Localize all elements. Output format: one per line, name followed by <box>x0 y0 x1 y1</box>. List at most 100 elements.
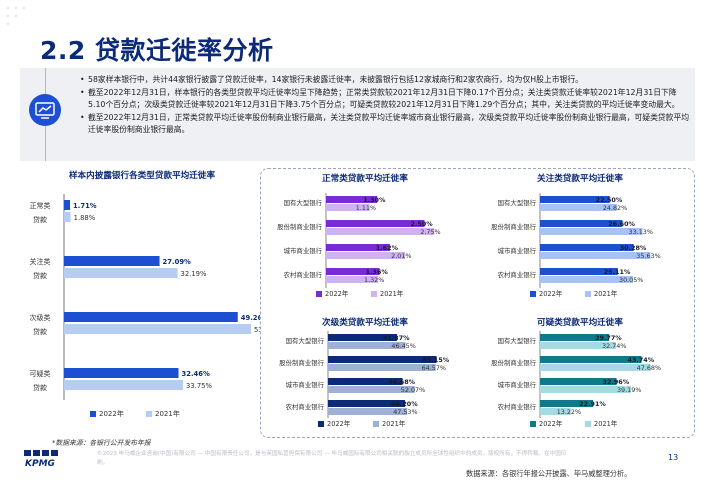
bar-2021 <box>326 204 370 211</box>
category-label: 城市商业银行 <box>498 380 537 389</box>
data-label: 47.68% <box>637 364 661 372</box>
attention-chart-title: 关注类贷款平均迁徙率 <box>537 174 623 184</box>
data-label: 26.60% <box>608 220 635 228</box>
data-label: 25.11% <box>604 268 631 276</box>
data-label: 1.62% <box>376 244 399 252</box>
bar-2022 <box>540 334 610 341</box>
category-label: 城市商业银行 <box>498 246 537 255</box>
bar-2021 <box>328 408 408 415</box>
bar-2021 <box>540 228 643 235</box>
legend-swatch-2021 <box>585 421 591 427</box>
legend-swatch-2022 <box>316 291 322 297</box>
bar-2022 <box>540 400 594 407</box>
data-label: 39.19% <box>617 386 641 394</box>
legend-swatch-2021 <box>373 421 379 427</box>
bar-2022 <box>540 378 617 385</box>
bar-2022 <box>328 334 397 341</box>
legend-label-2021: 2021年 <box>380 289 404 298</box>
data-label: 30.28% <box>620 244 647 252</box>
category-label: 城市商业银行 <box>286 380 325 389</box>
legend-swatch-2021 <box>371 291 377 297</box>
legend-label-2021: 2021年 <box>382 419 406 428</box>
data-label: 53.01% <box>254 326 260 334</box>
legend-label-2021: 2021年 <box>594 419 618 428</box>
left-chart: 正常类贷款1.71%1.88%关注类贷款27.09%32.19%次级类贷款49.… <box>30 194 260 418</box>
data-label: 27.09% <box>163 258 191 266</box>
data-label: 33.13% <box>629 228 653 236</box>
bar-2021 <box>64 380 184 390</box>
data-label: 24.82% <box>603 204 627 212</box>
bar-2021 <box>540 252 651 259</box>
summary-bullet: 截至2022年12月31日，正常类贷款平均迁徙率股份制商业银行最高，关注类贷款平… <box>80 112 692 137</box>
category-label: 贷款 <box>33 215 47 224</box>
summary-box: 58家样本银行中，共计44家银行披露了贷款迁徙率，14家银行未披露迁徙率，未披露… <box>20 68 695 161</box>
data-label: 22.50% <box>596 196 623 204</box>
legend-swatch-2022 <box>530 421 536 427</box>
data-label: 41.37% <box>383 334 410 342</box>
data-label: 35.63% <box>636 252 660 260</box>
bar-2022 <box>540 244 634 251</box>
bar-2021 <box>328 364 436 371</box>
bar-2021 <box>540 342 617 349</box>
bar-2021 <box>540 204 617 211</box>
bar-2021 <box>540 408 571 415</box>
bar-2022 <box>326 244 390 251</box>
bar-2022 <box>328 400 405 407</box>
data-label: 64.57% <box>422 364 446 372</box>
legend-label-2022: 2022年 <box>539 419 563 428</box>
data-label: 13.22% <box>557 408 581 416</box>
page-title: 2.2 贷款迁徙率分析 <box>40 36 274 65</box>
bank-type-charts-frame <box>260 168 695 438</box>
bar-2021 <box>64 268 178 278</box>
footnote: *数据来源：各银行公开发布年报 <box>52 439 151 447</box>
attention-chart: 国有大型银行 22.50%24.82% 股份制商业银行 26.60%33.13% 城市商… <box>491 193 661 298</box>
legend-swatch-2022 <box>530 291 536 297</box>
data-label: 1.71% <box>73 202 97 210</box>
kpmg-logo-text: KPMG <box>25 459 55 469</box>
legend-label-2021: 2021年 <box>155 409 180 418</box>
legend-swatch-2021 <box>585 291 591 297</box>
bar-2022 <box>328 378 403 385</box>
bar-2022 <box>64 368 179 378</box>
legend-label-2022: 2022年 <box>327 419 351 428</box>
bar-2021 <box>540 386 631 393</box>
left-chart-title: 样本内披露银行各类型贷款平均迁徙率 <box>68 171 216 181</box>
category-label: 贷款 <box>33 383 47 392</box>
category-label: 贷款 <box>33 327 47 336</box>
data-label: 1.36% <box>366 268 389 276</box>
analysis-icon <box>29 94 61 126</box>
legend-label-2022: 2022年 <box>99 409 124 418</box>
data-label: 2.50% <box>410 220 433 228</box>
bar-2021 <box>64 212 71 222</box>
bar-2022 <box>326 196 378 203</box>
data-label: 32.46% <box>181 370 209 378</box>
category-label: 国有大型银行 <box>284 198 323 207</box>
bar-2021 <box>326 228 435 235</box>
data-label: 1.30% <box>363 196 386 204</box>
normal-chart: 国有大型银行 1.30%1.11% 股份制商业银行 2.50%2.75% 城市商业银行 1… <box>277 193 441 298</box>
category-label: 农村商业银行 <box>284 270 323 279</box>
legend-swatch-2022 <box>318 421 324 427</box>
data-label: 2.75% <box>420 228 440 236</box>
legend-label-2022: 2022年 <box>539 289 563 298</box>
decorative-dots <box>6 6 26 26</box>
data-label: 49.26% <box>241 314 260 322</box>
data-label: 1.32% <box>364 276 384 284</box>
category-label: 城市商业银行 <box>284 246 323 255</box>
data-label: 47.53% <box>393 408 417 416</box>
summary-list: 58家样本银行中，共计44家银行披露了贷款迁徙率，14家银行未披露迁徙率，未披露… <box>80 74 692 137</box>
source-note: 数据来源：各银行年报公开披露、毕马威整理分析。 <box>466 469 632 478</box>
data-label: 33.75% <box>186 382 212 390</box>
bar-2022 <box>326 220 425 227</box>
category-label: 贷款 <box>33 271 47 280</box>
category-label: 可疑类 <box>30 369 51 378</box>
legend-swatch-2022 <box>90 411 96 417</box>
bar-2022 <box>64 200 71 210</box>
category-label: 股份制商业银行 <box>491 358 536 367</box>
data-label: 32.74% <box>602 342 626 350</box>
bar-2021 <box>326 276 378 283</box>
data-label: 29.77% <box>595 334 622 342</box>
bar-2022 <box>326 268 380 275</box>
bar-2021 <box>540 276 634 283</box>
legend-label-2021: 2021年 <box>594 289 618 298</box>
